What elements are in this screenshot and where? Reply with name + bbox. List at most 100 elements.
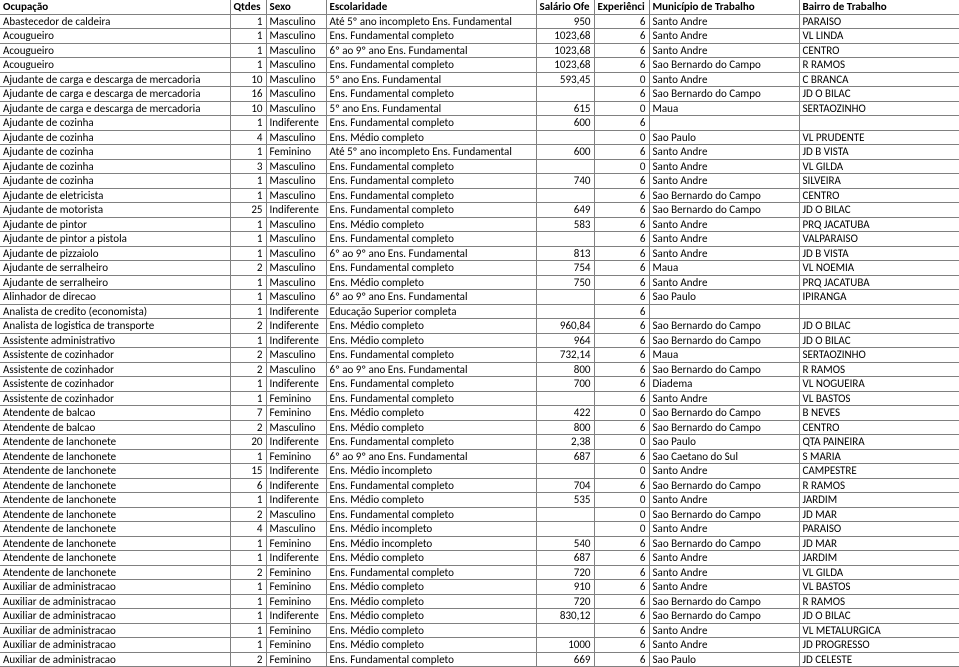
cell: PRQ JACATUBA <box>799 275 959 290</box>
cell: 2 <box>230 348 266 363</box>
cell: 2 <box>230 319 266 334</box>
cell: Auxiliar de administracao <box>0 594 230 609</box>
cell: Ens. Médio completo <box>326 580 536 595</box>
cell <box>536 87 594 102</box>
table-row: Atendente de lanchonete1IndiferenteEns. … <box>0 551 959 566</box>
cell: 4 <box>230 522 266 537</box>
cell: Ajudante de carga e descarga de mercador… <box>0 87 230 102</box>
cell: Ens. Médio completo <box>326 623 536 638</box>
cell: 2 <box>230 362 266 377</box>
cell: Sao Bernardo do Campo <box>649 203 799 218</box>
cell: VL BASTOS <box>799 391 959 406</box>
table-row: Ajudante de eletricista1MasculinoEns. Fu… <box>0 188 959 203</box>
cell: Sao Paulo <box>649 290 799 305</box>
cell: Ens. Médio completo <box>326 217 536 232</box>
cell: Atendente de lanchonete <box>0 536 230 551</box>
cell: Sao Bernardo do Campo <box>649 58 799 73</box>
cell: Ens. Fundamental completo <box>326 116 536 131</box>
cell: 800 <box>536 420 594 435</box>
cell: Indiferente <box>266 333 326 348</box>
cell: 1 <box>230 58 266 73</box>
cell: Masculino <box>266 58 326 73</box>
cell: Ajudante de serralheiro <box>0 261 230 276</box>
cell: 750 <box>536 275 594 290</box>
cell: SERTAOZINHO <box>799 348 959 363</box>
cell: Ajudante de cozinha <box>0 116 230 131</box>
cell: Masculino <box>266 130 326 145</box>
cell: Masculino <box>266 217 326 232</box>
cell: Ajudante de carga e descarga de mercador… <box>0 101 230 116</box>
table-row: Auxiliar de administracao1FemininoEns. M… <box>0 623 959 638</box>
cell: Analista de credito (economista) <box>0 304 230 319</box>
cell: VL LINDA <box>799 29 959 44</box>
cell: 422 <box>536 406 594 421</box>
cell: 1 <box>230 333 266 348</box>
cell: 754 <box>536 261 594 276</box>
cell: Ens. Fundamental completo <box>326 391 536 406</box>
cell: Sao Bernardo do Campo <box>649 594 799 609</box>
cell: 6 <box>594 551 649 566</box>
cell: 600 <box>536 116 594 131</box>
cell: 6 <box>594 638 649 653</box>
cell: Masculino <box>266 188 326 203</box>
cell: 964 <box>536 333 594 348</box>
cell: 0 <box>594 435 649 450</box>
cell: Sao Bernardo do Campo <box>649 406 799 421</box>
table-row: Assistente de cozinhador1FemininoEns. Fu… <box>0 391 959 406</box>
cell: PARAISO <box>799 14 959 29</box>
cell: 6 <box>594 580 649 595</box>
cell: 3 <box>230 159 266 174</box>
cell: IPIRANGA <box>799 290 959 305</box>
cell: 6 <box>594 652 649 667</box>
cell: Indiferente <box>266 319 326 334</box>
col-qtdes: Qtdes <box>230 0 266 14</box>
cell: 6 <box>594 377 649 392</box>
cell: Masculino <box>266 101 326 116</box>
cell <box>536 522 594 537</box>
cell: Santo Andre <box>649 623 799 638</box>
cell: Atendente de balcao <box>0 406 230 421</box>
cell: Ajudante de pizzaiolo <box>0 246 230 261</box>
table-row: Ajudante de pintor a pistola1MasculinoEn… <box>0 232 959 247</box>
cell: Sao Bernardo do Campo <box>649 609 799 624</box>
cell: Sao Bernardo do Campo <box>649 507 799 522</box>
cell: 2,38 <box>536 435 594 450</box>
table-row: Atendente de lanchonete2FemininoEns. Fun… <box>0 565 959 580</box>
col-sexo: Sexo <box>266 0 326 14</box>
table-row: Auxiliar de administracao1FemininoEns. M… <box>0 594 959 609</box>
cell: 615 <box>536 101 594 116</box>
table-row: Assistente de cozinhador1IndiferenteEns.… <box>0 377 959 392</box>
cell: Ens. Fundamental completo <box>326 478 536 493</box>
cell <box>536 464 594 479</box>
cell: 704 <box>536 478 594 493</box>
cell: Ens. Médio completo <box>326 551 536 566</box>
cell: 813 <box>536 246 594 261</box>
cell: 6 <box>594 232 649 247</box>
cell: Assistente administrativo <box>0 333 230 348</box>
cell: Assistente de cozinhador <box>0 362 230 377</box>
cell: 0 <box>594 464 649 479</box>
table-row: Ajudante de pintor1MasculinoEns. Médio c… <box>0 217 959 232</box>
col-bairro: Bairro de Trabalho <box>799 0 959 14</box>
cell: R RAMOS <box>799 58 959 73</box>
cell: SERTAOZINHO <box>799 101 959 116</box>
cell: Ens. Médio incompleto <box>326 522 536 537</box>
cell: 669 <box>536 652 594 667</box>
cell: 1 <box>230 377 266 392</box>
cell: 16 <box>230 87 266 102</box>
cell: VL METALURGICA <box>799 623 959 638</box>
cell: Ens. Médio completo <box>326 319 536 334</box>
table-header: Ocupação Qtdes Sexo Escolaridade Salário… <box>0 0 959 14</box>
cell: 6 <box>594 362 649 377</box>
cell: Atendente de lanchonete <box>0 565 230 580</box>
table-row: Ajudante de cozinha1IndiferenteEns. Fund… <box>0 116 959 131</box>
cell: Santo Andre <box>649 464 799 479</box>
cell: Analista de logistica de transporte <box>0 319 230 334</box>
cell: Santo Andre <box>649 217 799 232</box>
cell: Atendente de lanchonete <box>0 478 230 493</box>
cell: 6 <box>594 609 649 624</box>
cell: 0 <box>594 406 649 421</box>
cell: 15 <box>230 464 266 479</box>
cell: 1023,68 <box>536 29 594 44</box>
cell: Ens. Fundamental completo <box>326 188 536 203</box>
